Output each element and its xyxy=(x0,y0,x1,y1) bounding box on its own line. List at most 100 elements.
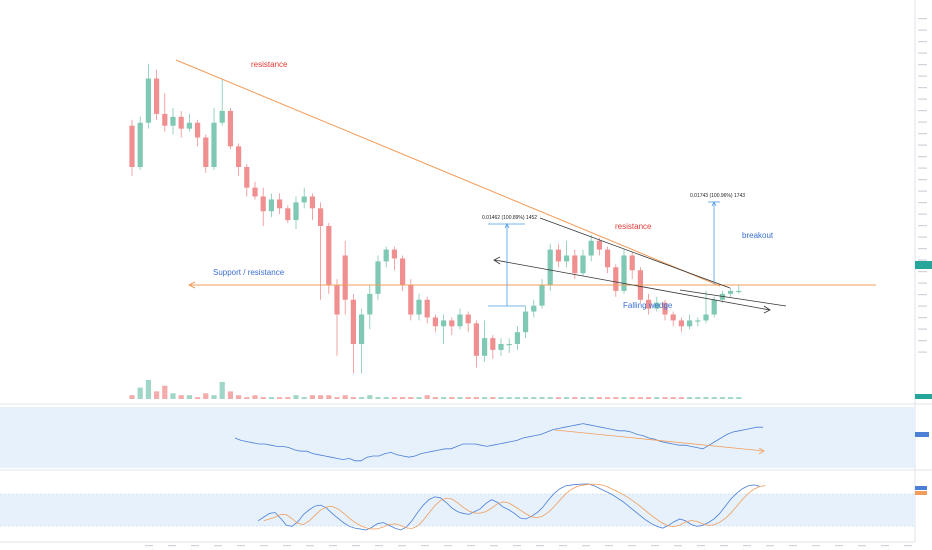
volume-bar xyxy=(547,397,553,399)
volume-bar xyxy=(711,397,717,399)
price-axis-tick xyxy=(918,317,927,319)
volume-bar xyxy=(293,395,299,399)
price-axis-tick xyxy=(918,271,927,273)
wedge-lower-line xyxy=(494,259,771,311)
time-axis-tick xyxy=(858,545,866,547)
measure2-arrowhead xyxy=(711,201,717,207)
price-axis-tick xyxy=(918,179,927,181)
candle-body xyxy=(309,196,315,209)
candle-body xyxy=(277,199,283,209)
time-axis-tick xyxy=(306,545,314,547)
measure1-label: 0.01462 (100.89%) 1452 xyxy=(482,215,537,221)
candle-body xyxy=(293,202,299,221)
volume-bar xyxy=(318,395,324,399)
candle-body xyxy=(441,320,447,327)
volume-bar xyxy=(678,397,684,399)
candle-body xyxy=(408,285,414,315)
time-axis-tick xyxy=(444,545,452,547)
volume-bar xyxy=(523,397,529,399)
price-axis-tick xyxy=(918,351,927,353)
volume-bar xyxy=(416,397,422,399)
time-axis-tick xyxy=(582,545,590,547)
time-axis-tick xyxy=(697,545,705,547)
candle-body xyxy=(629,255,635,271)
time-axis-tick xyxy=(214,545,222,547)
time-axis-tick xyxy=(168,545,176,547)
candle-body xyxy=(670,314,676,321)
volume-bar xyxy=(268,397,274,399)
rsi-line xyxy=(234,423,763,462)
price-axis-tick xyxy=(918,248,927,250)
price-axis-tick xyxy=(918,64,927,66)
candle-body xyxy=(506,344,512,346)
time-axis-tick xyxy=(467,545,475,547)
candle-body xyxy=(285,208,291,221)
time-axis-tick xyxy=(651,545,659,547)
volume-bar xyxy=(383,397,389,399)
price-axis-tick xyxy=(918,213,927,215)
candle-body xyxy=(301,196,307,203)
rsi-divergence-arrowhead xyxy=(758,447,765,455)
volume-bar xyxy=(186,395,192,399)
candle-body xyxy=(695,320,701,322)
volume-bar xyxy=(654,397,660,399)
candle-body xyxy=(359,314,365,344)
volume-bar xyxy=(441,397,447,399)
annotation-falling-wedge: Falling wedge xyxy=(623,301,673,310)
candlestick-series xyxy=(129,63,742,374)
candle-body xyxy=(703,314,709,321)
price-axis-tick xyxy=(918,190,927,192)
candle-body xyxy=(514,332,520,344)
support-line-arrowhead xyxy=(187,281,196,289)
candle-body xyxy=(400,258,406,285)
volume-bar xyxy=(457,397,463,399)
candle-body xyxy=(547,249,553,285)
time-axis-tick xyxy=(191,545,199,547)
candle-body xyxy=(531,305,537,312)
candle-body xyxy=(334,285,340,315)
time-axis-ticks xyxy=(145,545,912,547)
candle-body xyxy=(219,110,225,123)
volume-bar xyxy=(326,395,332,399)
candle-body xyxy=(711,299,717,315)
candle-body xyxy=(186,122,192,129)
volume-bar xyxy=(580,397,586,399)
candle-body xyxy=(318,208,324,226)
price-axis-tick xyxy=(918,144,927,146)
rsi-divergence-trendline xyxy=(554,429,765,452)
time-axis-tick xyxy=(904,545,912,547)
time-axis-tick xyxy=(743,545,751,547)
candle-body xyxy=(605,249,611,268)
stoch-k-tag xyxy=(915,486,927,490)
price-axis-tick xyxy=(918,52,927,54)
time-axis-tick xyxy=(881,545,889,547)
time-axis-tick xyxy=(605,545,613,547)
volume-bar xyxy=(137,387,143,399)
volume-bar xyxy=(367,395,373,399)
volume-bar xyxy=(260,397,266,399)
price-axis-tick xyxy=(918,29,927,31)
time-axis-tick xyxy=(421,545,429,547)
price-axis-tick xyxy=(918,328,927,330)
price-axis-tick xyxy=(918,98,927,100)
stoch-band xyxy=(0,494,915,526)
volume-bar xyxy=(219,381,225,399)
candle-body xyxy=(162,113,168,126)
time-axis-tick xyxy=(398,545,406,547)
candle-body xyxy=(154,78,160,114)
volume-bar xyxy=(621,397,627,399)
candle-body xyxy=(268,199,274,212)
candle-body xyxy=(375,261,381,294)
price-axis-tick xyxy=(918,41,927,43)
price-axis-tick xyxy=(918,110,927,112)
time-axis-tick xyxy=(835,545,843,547)
volume-bar xyxy=(359,397,365,399)
candle-body xyxy=(244,167,250,188)
time-axis-tick xyxy=(352,545,360,547)
volume-bar xyxy=(637,397,643,399)
time-axis-tick xyxy=(283,545,291,547)
volume-bar xyxy=(670,397,676,399)
volume-bar xyxy=(195,397,201,399)
annotation-support-resistance: Support / resistance xyxy=(213,268,285,277)
